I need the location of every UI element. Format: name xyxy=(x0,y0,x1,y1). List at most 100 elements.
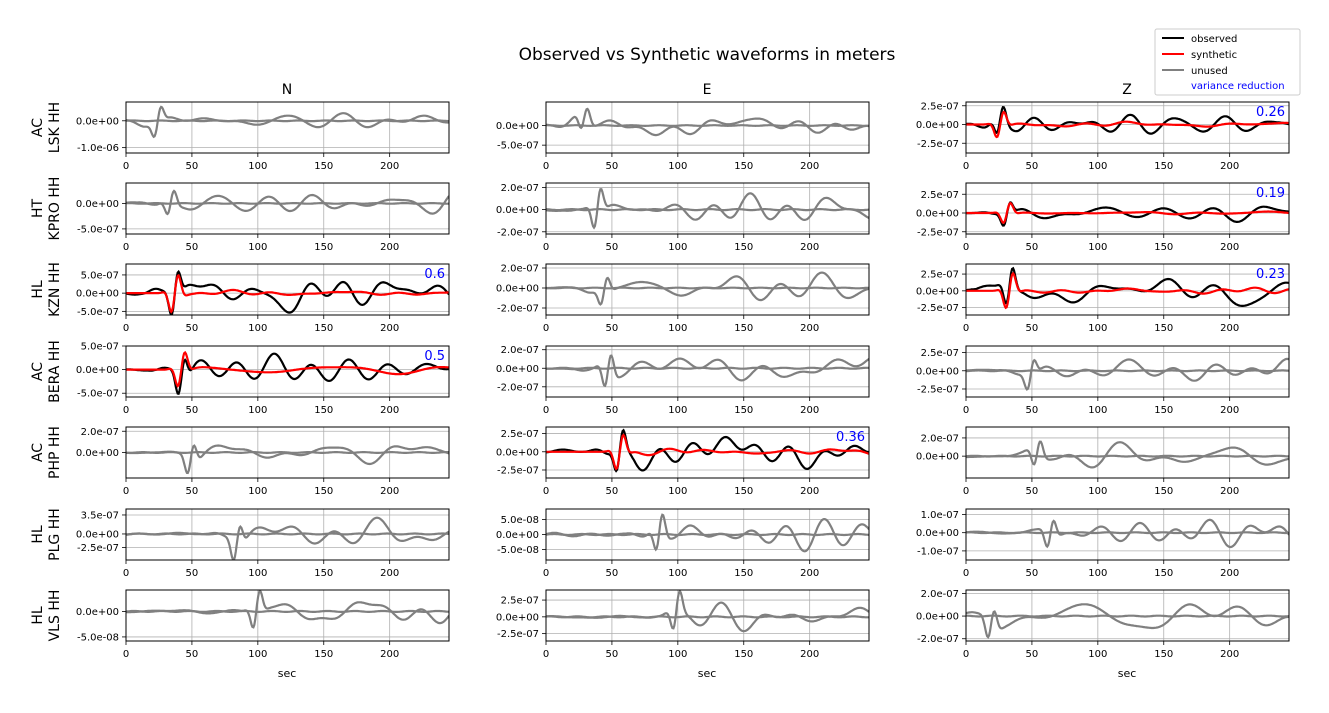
traces-bera-z xyxy=(966,357,1289,391)
y-tick-label: 2.5e-07 xyxy=(921,190,959,201)
x-tick-label: 200 xyxy=(1220,568,1239,579)
synthetic-trace xyxy=(546,433,869,471)
x-axis-label-z: sec xyxy=(1118,667,1137,680)
x-tick-label: 150 xyxy=(734,568,753,579)
x-tick-label: 150 xyxy=(1154,242,1173,253)
x-tick-label: 50 xyxy=(186,405,199,416)
x-tick-label: 150 xyxy=(734,323,753,334)
x-tick-label: 50 xyxy=(606,405,619,416)
y-tick-label: 2.0e-07 xyxy=(921,433,959,444)
legend-variance-reduction-label: variance reduction xyxy=(1191,81,1285,92)
y-tick-label: -2.0e-07 xyxy=(497,382,539,393)
x-tick-label: 200 xyxy=(380,161,399,172)
y-tick-label: -2.0e-07 xyxy=(917,634,959,645)
y-tick-label: 0.0e+00 xyxy=(496,121,539,132)
y-tick-label: 0.0e+00 xyxy=(496,364,539,375)
panel-frame xyxy=(965,101,1290,154)
y-tick-label: -2.5e-07 xyxy=(917,384,959,395)
x-tick-label: 50 xyxy=(186,161,199,172)
synthetic-trace xyxy=(966,271,1289,310)
unused-observed-trace xyxy=(546,271,869,306)
x-tick-label: 150 xyxy=(314,568,333,579)
y-tick-label: 0.0e+00 xyxy=(76,607,119,618)
panel-frame xyxy=(965,345,1290,398)
unused-observed-trace xyxy=(966,440,1289,469)
y-tick-label: 5.0e-07 xyxy=(81,270,119,281)
panel-vls-z: 0 50 100 150 200 2.0e-07 0.0e+00 -2.0e-07 xyxy=(916,589,1290,660)
y-tick-label: 0.0e+00 xyxy=(916,120,959,131)
panel-plg-e: 0 50 100 150 200 5.0e-08 0.0e+00 -5.0e-08 xyxy=(496,508,870,579)
y-tick-label: 2.0e-07 xyxy=(81,427,119,438)
figure-title: Observed vs Synthetic waveforms in meter… xyxy=(519,45,896,65)
unused-observed-trace xyxy=(126,590,449,629)
x-tick-label: 100 xyxy=(248,323,267,334)
y-tick-label: -5.0e-07 xyxy=(497,141,539,152)
x-tick-label: 0 xyxy=(543,568,549,579)
unused-synthetic-trace xyxy=(126,202,449,205)
x-tick-label: 0 xyxy=(543,161,549,172)
x-tick-label: 100 xyxy=(1088,649,1107,660)
traces-plg-z xyxy=(966,518,1289,549)
legend-synthetic-label: synthetic xyxy=(1191,50,1237,61)
x-tick-label: 0 xyxy=(123,242,129,253)
traces-lsk-n xyxy=(126,105,449,139)
x-axis-label-n: sec xyxy=(278,667,297,680)
x-tick-label: 0 xyxy=(123,568,129,579)
x-tick-label: 100 xyxy=(1088,242,1107,253)
variance-reduction-label: 0.26 xyxy=(1256,105,1285,120)
x-tick-label: 50 xyxy=(606,242,619,253)
y-tick-label: -5.0e-08 xyxy=(497,545,539,556)
station-network-label: AC xyxy=(30,118,46,137)
x-tick-label: 150 xyxy=(734,486,753,497)
x-tick-label: 100 xyxy=(248,568,267,579)
x-tick-label: 50 xyxy=(1026,649,1039,660)
y-tick-label: 2.5e-07 xyxy=(921,270,959,281)
x-tick-label: 150 xyxy=(314,323,333,334)
traces-vls-n xyxy=(126,590,449,629)
variance-reduction-label: 0.5 xyxy=(424,349,445,364)
x-tick-label: 150 xyxy=(314,242,333,253)
x-tick-label: 200 xyxy=(800,242,819,253)
unused-observed-trace xyxy=(546,354,869,388)
synthetic-trace xyxy=(126,273,449,314)
x-tick-label: 200 xyxy=(800,486,819,497)
y-tick-label: 0.0e+00 xyxy=(496,612,539,623)
panel-frame xyxy=(125,345,450,398)
x-tick-label: 200 xyxy=(380,242,399,253)
x-tick-label: 50 xyxy=(606,161,619,172)
y-tick-label: 0.0e+00 xyxy=(76,529,119,540)
x-tick-label: 150 xyxy=(314,405,333,416)
x-tick-label: 100 xyxy=(668,486,687,497)
x-tick-label: 200 xyxy=(1220,161,1239,172)
unused-observed-trace xyxy=(966,603,1289,639)
panel-plg-n: 0 50 100 150 200 3.5e-07 0.0e+00 -2.5e-07 xyxy=(76,508,450,579)
x-tick-label: 150 xyxy=(734,242,753,253)
unused-synthetic-trace xyxy=(126,532,449,536)
x-tick-label: 150 xyxy=(314,649,333,660)
panel-php-e: 0 50 100 150 200 2.5e-07 0.0e+00 -2.5e-07 0.36 xyxy=(496,426,870,497)
x-tick-label: 100 xyxy=(248,405,267,416)
column-title-z: Z xyxy=(1122,82,1132,98)
panel-frame xyxy=(545,426,870,479)
x-tick-label: 200 xyxy=(1220,649,1239,660)
station-network-label: HL xyxy=(30,525,46,544)
panel-lsk-n: 0 50 100 150 200 0.0e+00 -1.0e-06 xyxy=(76,101,450,172)
panel-kzn-e: 0 50 100 150 200 2.0e-07 0.0e+00 -2.0e-07 xyxy=(496,263,870,334)
legend-frame xyxy=(1154,28,1301,96)
station-name-label: PLG HH xyxy=(47,508,63,561)
x-tick-label: 200 xyxy=(1220,242,1239,253)
x-tick-label: 50 xyxy=(1026,405,1039,416)
y-tick-label: -2.5e-07 xyxy=(917,303,959,314)
x-tick-label: 0 xyxy=(963,405,969,416)
y-tick-label: -5.0e-07 xyxy=(77,224,119,235)
observed-trace xyxy=(126,269,449,315)
unused-observed-trace xyxy=(966,518,1289,549)
x-tick-label: 50 xyxy=(606,323,619,334)
y-tick-label: 5.0e-08 xyxy=(501,515,539,526)
traces-vls-z xyxy=(966,603,1289,639)
traces-kzn-z xyxy=(966,266,1289,310)
x-tick-label: 200 xyxy=(380,486,399,497)
panel-frame xyxy=(965,263,1290,316)
